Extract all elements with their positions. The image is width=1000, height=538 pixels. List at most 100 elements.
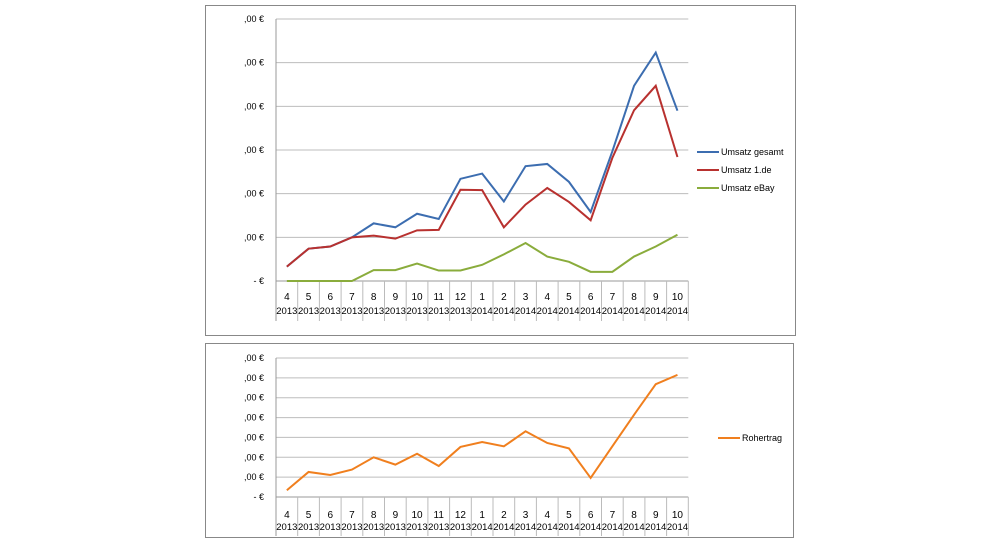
y-tick-label: ,00 € (244, 393, 264, 403)
x-tick-year: 2014 (515, 306, 536, 317)
x-tick-year: 2013 (341, 522, 362, 533)
legend-label: Umsatz gesamt (721, 147, 784, 157)
x-tick-month: 9 (653, 510, 659, 521)
y-tick-label: - € (253, 276, 264, 286)
y-tick-label: ,00 € (244, 452, 264, 462)
x-tick-year: 2014 (472, 522, 493, 533)
x-tick-year: 2013 (320, 306, 341, 317)
x-tick-month: 7 (610, 510, 616, 521)
series-line-rohertrag (286, 373, 678, 492)
x-tick-year: 2013 (385, 522, 406, 533)
x-tick-month: 9 (393, 510, 399, 521)
x-tick-month: 1 (479, 510, 485, 521)
x-tick-month: 4 (544, 510, 550, 521)
x-tick-year: 2013 (385, 306, 406, 317)
x-tick-year: 2013 (450, 306, 471, 317)
x-tick-month: 5 (566, 510, 572, 521)
x-tick-month: 6 (327, 292, 333, 303)
x-tick-month: 2 (501, 510, 507, 521)
x-tick-year: 2013 (298, 522, 319, 533)
x-tick-month: 6 (588, 510, 594, 521)
x-tick-year: 2014 (472, 306, 493, 317)
y-tick-label: ,00 € (244, 101, 264, 111)
x-tick-year: 2013 (276, 306, 297, 317)
x-tick-month: 6 (588, 292, 594, 303)
x-tick-year: 2014 (580, 306, 601, 317)
x-tick-year: 2013 (363, 522, 384, 533)
x-tick-year: 2013 (450, 522, 471, 533)
y-tick-label: ,00 € (244, 58, 264, 68)
x-tick-year: 2014 (537, 522, 558, 533)
x-tick-year: 2014 (558, 522, 579, 533)
x-tick-month: 3 (523, 510, 529, 521)
x-tick-year: 2013 (298, 306, 319, 317)
x-tick-year: 2013 (428, 306, 449, 317)
x-tick-month: 10 (672, 292, 684, 303)
x-tick-month: 11 (434, 510, 445, 521)
x-tick-year: 2014 (667, 306, 688, 317)
y-tick-label: ,00 € (244, 232, 264, 242)
y-tick-label: ,00 € (244, 373, 264, 383)
x-tick-month: 7 (610, 292, 616, 303)
x-tick-month: 5 (306, 510, 312, 521)
x-tick-year: 2013 (406, 522, 427, 533)
x-tick-month: 3 (523, 292, 529, 303)
x-tick-month: 10 (411, 292, 423, 303)
x-tick-year: 2014 (537, 306, 558, 317)
x-tick-year: 2013 (320, 522, 341, 533)
x-tick-year: 2014 (667, 522, 688, 533)
y-tick-label: ,00 € (244, 432, 264, 442)
legend-label: Umsatz 1.de (721, 165, 772, 175)
x-tick-month: 9 (393, 292, 399, 303)
x-tick-month: 4 (284, 292, 290, 303)
legend-label: Rohertrag (742, 433, 782, 443)
y-tick-label: ,00 € (244, 14, 264, 24)
y-tick-label: ,00 € (244, 413, 264, 423)
x-tick-month: 8 (631, 510, 637, 521)
x-tick-year: 2014 (493, 522, 514, 533)
x-tick-month: 8 (631, 292, 637, 303)
x-tick-month: 5 (306, 292, 312, 303)
x-tick-month: 5 (566, 292, 572, 303)
series-line-umsatz-gesamt (286, 50, 679, 268)
x-tick-year: 2013 (341, 306, 362, 317)
x-tick-month: 12 (455, 292, 467, 303)
x-tick-year: 2014 (645, 522, 666, 533)
chart-panel-rohertrag (205, 343, 794, 538)
x-tick-month: 10 (411, 510, 423, 521)
x-tick-year: 2014 (623, 306, 644, 317)
series-line-umsatz-1-de (286, 83, 679, 268)
x-tick-month: 7 (349, 292, 355, 303)
x-tick-month: 8 (371, 292, 377, 303)
x-tick-year: 2014 (623, 522, 644, 533)
x-tick-month: 2 (501, 292, 507, 303)
y-tick-label: - € (253, 492, 264, 502)
series-line-umsatz-ebay (286, 233, 678, 282)
y-tick-label: ,00 € (244, 145, 264, 155)
x-tick-year: 2013 (406, 306, 427, 317)
x-tick-month: 11 (434, 292, 445, 303)
x-tick-month: 4 (284, 510, 290, 521)
x-tick-month: 6 (327, 510, 333, 521)
y-tick-label: ,00 € (244, 353, 264, 363)
y-tick-label: ,00 € (244, 472, 264, 482)
x-tick-year: 2013 (276, 522, 297, 533)
y-tick-label: ,00 € (244, 189, 264, 199)
x-tick-year: 2014 (493, 306, 514, 317)
x-tick-year: 2014 (580, 522, 601, 533)
x-tick-month: 7 (349, 510, 355, 521)
x-tick-month: 4 (544, 292, 550, 303)
x-tick-month: 9 (653, 292, 659, 303)
x-tick-month: 12 (455, 510, 467, 521)
x-tick-year: 2013 (428, 522, 449, 533)
legend-label: Umsatz eBay (721, 183, 775, 193)
x-tick-year: 2014 (602, 306, 623, 317)
x-tick-year: 2013 (363, 306, 384, 317)
x-tick-month: 1 (479, 292, 485, 303)
x-tick-year: 2014 (515, 522, 536, 533)
x-tick-year: 2014 (645, 306, 666, 317)
x-tick-month: 10 (672, 510, 684, 521)
x-tick-month: 8 (371, 510, 377, 521)
x-tick-year: 2014 (602, 522, 623, 533)
